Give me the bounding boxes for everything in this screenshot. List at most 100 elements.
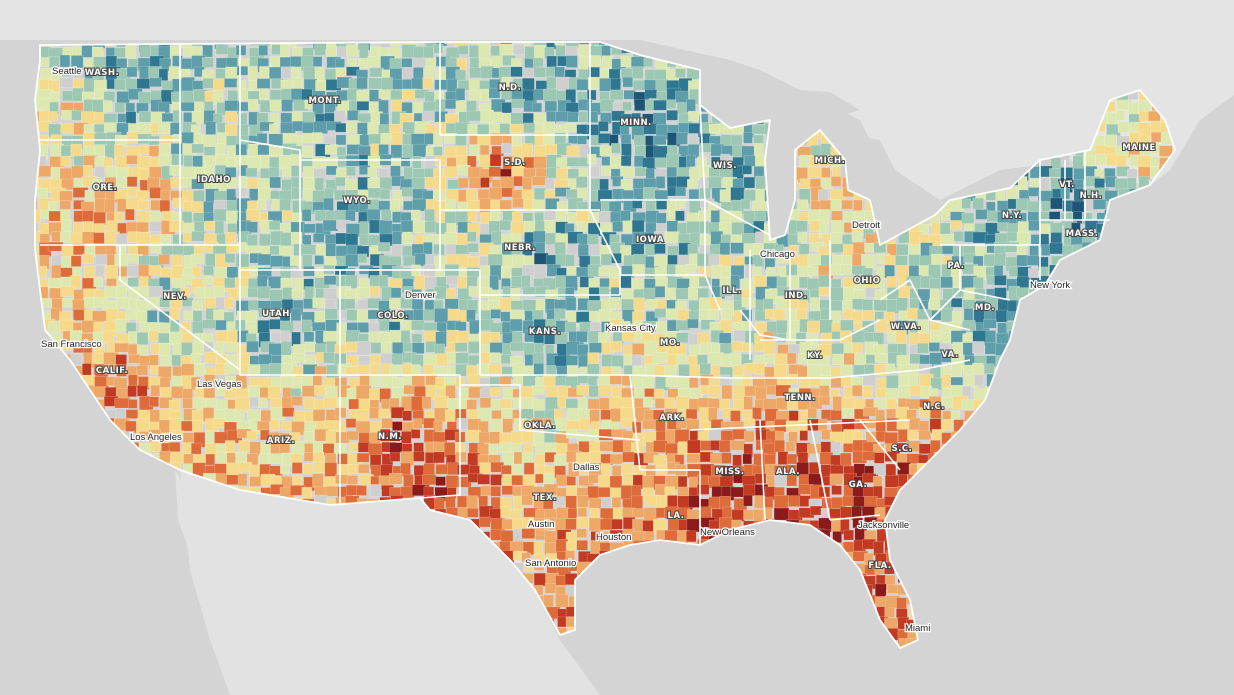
county-cell xyxy=(740,198,751,210)
county-cell xyxy=(896,297,908,312)
county-cell xyxy=(323,351,335,364)
county-cell xyxy=(809,505,823,516)
county-cell xyxy=(71,165,84,179)
county-cell xyxy=(126,176,138,187)
county-cell xyxy=(555,90,568,102)
county-cell xyxy=(412,198,427,212)
county-cell xyxy=(994,252,1007,267)
county-cell xyxy=(940,209,951,221)
county-cell xyxy=(622,101,632,111)
county-cell xyxy=(104,198,115,214)
county-cell xyxy=(169,220,184,232)
county-cell xyxy=(840,264,852,275)
county-cell xyxy=(227,90,239,102)
county-cell xyxy=(576,221,588,232)
county-cell xyxy=(160,190,171,201)
county-cell xyxy=(631,66,644,79)
county-cell xyxy=(499,43,515,56)
county-cell xyxy=(685,408,698,420)
county-cell xyxy=(192,342,204,356)
county-cell xyxy=(567,508,578,519)
county-cell xyxy=(556,507,569,520)
county-cell xyxy=(1071,200,1085,213)
county-cell xyxy=(652,135,667,146)
county-cell xyxy=(303,223,316,234)
county-cell xyxy=(940,276,953,289)
county-cell xyxy=(721,452,732,464)
county-cell xyxy=(861,451,876,461)
county-cell xyxy=(1115,110,1126,121)
county-cell xyxy=(622,76,634,88)
county-cell xyxy=(841,376,852,387)
county-cell xyxy=(754,275,767,288)
county-cell xyxy=(598,121,609,132)
county-cell xyxy=(720,153,730,167)
county-cell xyxy=(247,385,262,398)
county-cell xyxy=(290,66,302,80)
county-cell xyxy=(588,166,600,178)
county-cell xyxy=(356,69,369,80)
county-cell xyxy=(677,486,690,497)
county-cell xyxy=(356,485,367,496)
county-cell xyxy=(245,167,258,178)
county-cell xyxy=(61,256,73,269)
county-cell xyxy=(95,254,108,265)
county-cell xyxy=(1126,168,1138,179)
county-cell xyxy=(47,111,58,121)
county-cell xyxy=(312,321,326,332)
county-cell xyxy=(104,176,117,187)
county-cell xyxy=(224,253,236,264)
county-cell xyxy=(388,472,403,485)
county-cell xyxy=(509,318,523,332)
county-cell xyxy=(488,111,503,123)
county-cell xyxy=(435,464,449,475)
county-cell xyxy=(511,221,526,235)
county-cell xyxy=(974,374,984,387)
county-cell xyxy=(686,263,697,279)
county-cell xyxy=(268,123,279,134)
county-cell xyxy=(601,55,614,69)
county-cell xyxy=(511,189,524,201)
county-cell xyxy=(686,221,701,234)
county-cell xyxy=(248,66,258,82)
county-cell xyxy=(60,219,72,232)
county-cell xyxy=(312,473,324,488)
county-cell xyxy=(94,166,106,178)
county-cell xyxy=(1082,155,1096,167)
county-cell xyxy=(457,45,469,55)
county-cell xyxy=(421,396,432,410)
county-cell xyxy=(400,220,415,234)
county-cell xyxy=(751,124,766,135)
county-cell xyxy=(443,166,458,178)
county-cell xyxy=(256,199,267,211)
county-cell xyxy=(917,342,929,354)
county-cell xyxy=(763,340,776,355)
county-cell xyxy=(666,110,678,121)
county-cell xyxy=(280,341,292,356)
county-cell xyxy=(114,102,126,113)
county-cell xyxy=(676,132,688,145)
county-cell xyxy=(256,275,268,289)
county-cell xyxy=(150,384,161,397)
county-cell xyxy=(71,110,82,121)
county-cell xyxy=(488,443,499,455)
county-cell xyxy=(480,88,490,102)
county-cell xyxy=(689,166,700,181)
county-cell xyxy=(898,385,911,399)
county-cell xyxy=(91,353,104,364)
county-cell xyxy=(83,221,94,232)
county-cell xyxy=(92,386,107,398)
county-cell xyxy=(359,221,369,236)
county-cell xyxy=(918,420,930,432)
county-cell xyxy=(224,298,234,309)
county-cell xyxy=(73,309,86,321)
county-cell xyxy=(918,265,930,276)
county-cell xyxy=(941,374,952,389)
county-cell xyxy=(214,220,225,235)
county-cell xyxy=(731,341,744,352)
county-cell xyxy=(215,45,230,55)
county-cell xyxy=(104,264,118,280)
county-cell xyxy=(258,397,268,408)
